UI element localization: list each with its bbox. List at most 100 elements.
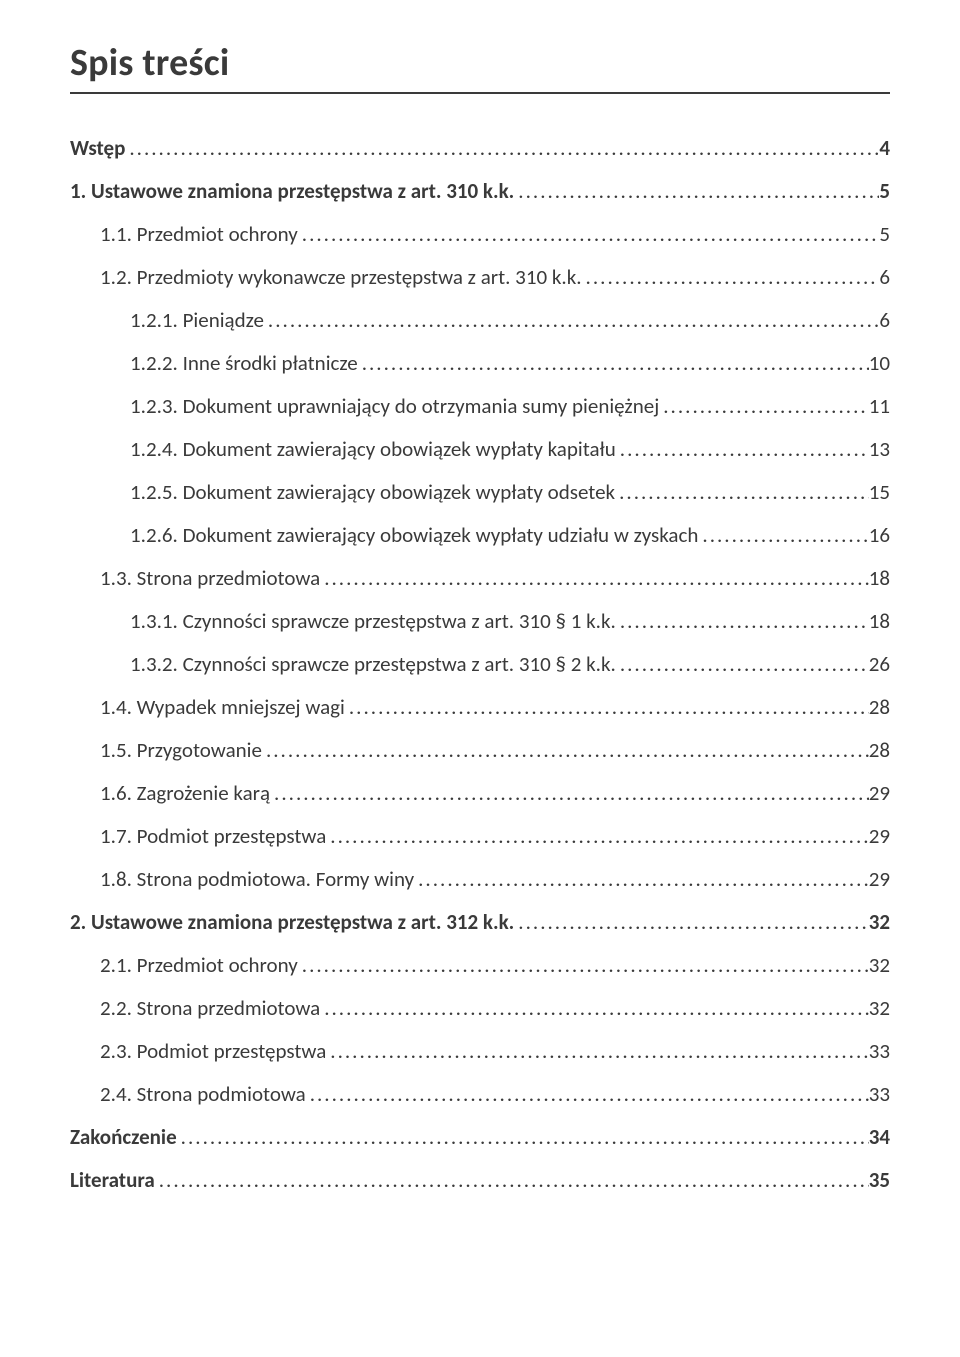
toc-entry-page: 26 <box>869 654 890 675</box>
toc-entry: 1.4. Wypadek mniejszej wagi 28 <box>70 697 890 718</box>
toc-leader <box>358 353 869 374</box>
toc-entry-page: 29 <box>869 783 890 804</box>
toc-entry-label: 2.3. Podmiot przestępstwa <box>100 1041 326 1062</box>
toc-entry: 2.1. Przedmiot ochrony 32 <box>70 955 890 976</box>
toc-leader <box>616 611 869 632</box>
toc-entry: 1.8. Strona podmiotowa. Formy winy 29 <box>70 869 890 890</box>
toc-entry: Literatura 35 <box>70 1170 890 1191</box>
toc-leader <box>326 1041 868 1062</box>
toc-entry-page: 18 <box>869 568 890 589</box>
toc-entry: Wstęp 4 <box>70 138 890 159</box>
toc-entry-page: 6 <box>879 310 890 331</box>
toc-entry: 1.5. Przygotowanie 28 <box>70 740 890 761</box>
toc-entry: 1.3.1. Czynności sprawcze przestępstwa z… <box>70 611 890 632</box>
toc-entry-label: 1.2. Przedmioty wykonawcze przestępstwa … <box>100 267 582 288</box>
toc-entry-page: 29 <box>869 826 890 847</box>
toc-leader <box>345 697 869 718</box>
toc-entry-page: 5 <box>879 224 890 245</box>
toc-leader <box>306 1084 869 1105</box>
toc-entry-label: 2. Ustawowe znamiona przestępstwa z art.… <box>70 912 514 933</box>
toc-entry-page: 6 <box>879 267 890 288</box>
toc-entry-label: 1.8. Strona podmiotowa. Formy winy <box>100 869 414 890</box>
toc-entry-label: Literatura <box>70 1170 155 1191</box>
toc-entry: 1.2.4. Dokument zawierający obowiązek wy… <box>70 439 890 460</box>
toc-leader <box>514 181 879 202</box>
toc-leader <box>414 869 869 890</box>
toc-entry: 1.6. Zagrożenie karą 29 <box>70 783 890 804</box>
toc-entry-page: 28 <box>869 740 890 761</box>
toc-entry-label: 1.2.2. Inne środki płatnicze <box>130 353 358 374</box>
toc-entry: 1.2.1. Pieniądze 6 <box>70 310 890 331</box>
toc-entry-label: 1.4. Wypadek mniejszej wagi <box>100 697 345 718</box>
toc-entry-label: 2.1. Przedmiot ochrony <box>100 955 298 976</box>
toc-entry: 2.4. Strona podmiotowa 33 <box>70 1084 890 1105</box>
toc-entry-label: 1.6. Zagrożenie karą <box>100 783 270 804</box>
toc-entry: 1.2.5. Dokument zawierający obowiązek wy… <box>70 482 890 503</box>
toc-entry-label: 1.3.1. Czynności sprawcze przestępstwa z… <box>130 611 616 632</box>
toc-entry-page: 15 <box>869 482 890 503</box>
toc-entry-page: 10 <box>869 353 890 374</box>
toc-entry-label: 2.2. Strona przedmiotowa <box>100 998 320 1019</box>
toc-leader <box>326 826 868 847</box>
toc-entry-page: 13 <box>869 439 890 460</box>
toc-leader <box>659 396 868 417</box>
toc-entry-label: 1.2.6. Dokument zawierający obowiązek wy… <box>130 525 698 546</box>
toc-entry-label: 1.2.4. Dokument zawierający obowiązek wy… <box>130 439 616 460</box>
toc-entry: 1.3. Strona przedmiotowa 18 <box>70 568 890 589</box>
toc-entry-label: 1.1. Przedmiot ochrony <box>100 224 298 245</box>
toc-entry: Zakończenie 34 <box>70 1127 890 1148</box>
table-of-contents: Wstęp 4 1. Ustawowe znamiona przestępstwa … <box>70 138 890 1191</box>
toc-entry: 1.2. Przedmioty wykonawcze przestępstwa … <box>70 267 890 288</box>
toc-entry-page: 32 <box>869 912 890 933</box>
toc-entry: 1. Ustawowe znamiona przestępstwa z art.… <box>70 181 890 202</box>
toc-entry-label: 1.5. Przygotowanie <box>100 740 262 761</box>
toc-entry-label: Wstęp <box>70 138 125 159</box>
toc-entry-label: 1.3. Strona przedmiotowa <box>100 568 320 589</box>
toc-entry-label: 1.2.5. Dokument zawierający obowiązek wy… <box>130 482 615 503</box>
page-title: Spis treści <box>70 40 890 86</box>
toc-leader <box>298 224 880 245</box>
toc-entry-page: 4 <box>879 138 890 159</box>
toc-entry: 2. Ustawowe znamiona przestępstwa z art.… <box>70 912 890 933</box>
toc-entry-page: 34 <box>869 1127 890 1148</box>
toc-entry-label: 1.2.3. Dokument uprawniający do otrzyman… <box>130 396 659 417</box>
toc-entry: 1.2.6. Dokument zawierający obowiązek wy… <box>70 525 890 546</box>
toc-leader <box>125 138 879 159</box>
toc-leader <box>616 654 869 675</box>
toc-leader <box>155 1170 869 1191</box>
toc-entry: 1.2.3. Dokument uprawniający do otrzyman… <box>70 396 890 417</box>
toc-entry-page: 35 <box>869 1170 890 1191</box>
toc-leader <box>320 998 869 1019</box>
toc-entry-page: 33 <box>869 1084 890 1105</box>
toc-entry-label: 1. Ustawowe znamiona przestępstwa z art.… <box>70 181 514 202</box>
toc-entry: 1.3.2. Czynności sprawcze przestępstwa z… <box>70 654 890 675</box>
title-rule <box>70 92 890 94</box>
toc-entry-page: 32 <box>869 955 890 976</box>
toc-entry-page: 28 <box>869 697 890 718</box>
toc-leader <box>177 1127 869 1148</box>
toc-entry-page: 29 <box>869 869 890 890</box>
toc-leader <box>582 267 880 288</box>
toc-entry: 1.1. Przedmiot ochrony 5 <box>70 224 890 245</box>
toc-entry: 2.3. Podmiot przestępstwa 33 <box>70 1041 890 1062</box>
toc-entry-label: Zakończenie <box>70 1127 177 1148</box>
toc-entry-page: 32 <box>869 998 890 1019</box>
toc-entry-label: 1.2.1. Pieniądze <box>130 310 264 331</box>
toc-leader <box>615 482 869 503</box>
toc-entry-page: 18 <box>869 611 890 632</box>
toc-leader <box>698 525 868 546</box>
toc-entry: 1.7. Podmiot przestępstwa 29 <box>70 826 890 847</box>
toc-entry-page: 16 <box>869 525 890 546</box>
toc-leader <box>262 740 869 761</box>
toc-entry-label: 2.4. Strona podmiotowa <box>100 1084 306 1105</box>
toc-leader <box>264 310 879 331</box>
toc-entry-label: 1.3.2. Czynności sprawcze przestępstwa z… <box>130 654 616 675</box>
toc-leader <box>616 439 869 460</box>
toc-leader <box>270 783 869 804</box>
toc-leader <box>298 955 869 976</box>
toc-entry-page: 5 <box>879 181 890 202</box>
toc-entry: 1.2.2. Inne środki płatnicze 10 <box>70 353 890 374</box>
toc-leader <box>320 568 869 589</box>
toc-entry-page: 33 <box>869 1041 890 1062</box>
toc-entry-label: 1.7. Podmiot przestępstwa <box>100 826 326 847</box>
